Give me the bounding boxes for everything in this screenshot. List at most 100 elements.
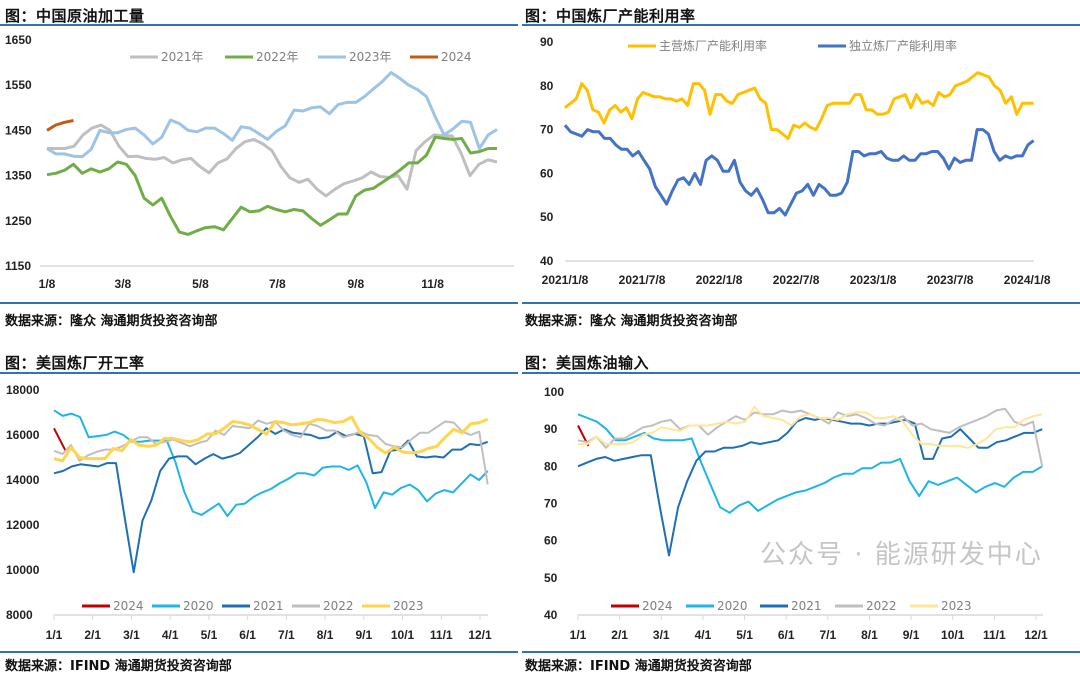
x-tick-label: 5/8 — [192, 277, 209, 291]
legend-label: 2020 — [717, 599, 748, 613]
x-tick-label: 9/1 — [355, 628, 372, 642]
x-tick-label: 8/1 — [861, 628, 878, 642]
watermark: 公众号 · 能源研发中心 — [760, 540, 1043, 570]
legend-label: 2023 — [941, 599, 972, 613]
y-tick-label: 100 — [544, 385, 564, 399]
chart-3: 8000 10000 12000 14000 16000 18000 1/1 2/1 3/1 4/… — [6, 383, 492, 642]
x-tick-label: 5/1 — [736, 628, 753, 642]
y-tick-label: 1350 — [5, 169, 32, 183]
legend-label: 2024 — [642, 599, 673, 613]
chart-4: 40 50 60 70 80 90 100 1/1 2/1 3/1 4/1 5/1 6/1 7/1 8/1 9… — [544, 385, 1048, 642]
y-tick-label: 1450 — [5, 123, 32, 137]
legend-label: 2023年 — [349, 50, 392, 64]
x-tick-label: 10/1 — [941, 628, 965, 642]
series-line-主营炼厂产能利用率 — [564, 71, 1034, 140]
footer-divider — [0, 651, 518, 653]
source-note: 数据来源：隆众 海通期货投资咨询部 — [5, 314, 218, 329]
panel-title-us-refinery-runs: 图：美国炼厂开工率 — [5, 354, 145, 372]
x-tick-label: 11/1 — [983, 628, 1006, 642]
x-tick-label: 7/1 — [278, 628, 295, 642]
series-line-2020 — [53, 409, 489, 517]
x-tick-label: 3/1 — [653, 628, 670, 642]
source-note: 数据来源：隆众 海通期货投资咨询部 — [525, 314, 738, 329]
x-tick-label: 6/1 — [239, 628, 256, 642]
y-tick-label: 80 — [544, 459, 558, 473]
y-tick-label: 1250 — [5, 214, 32, 228]
footer-divider — [522, 302, 1080, 304]
series-line-2022 — [577, 407, 1044, 467]
x-tick-label: 3/1 — [123, 628, 140, 642]
source-note: 数据来源：IFIND 海通期货投资咨询部 — [525, 659, 752, 674]
footer-divider — [0, 302, 518, 304]
y-tick-label: 80 — [540, 79, 554, 93]
series-line-2021 — [577, 417, 1043, 557]
title-divider — [0, 24, 518, 26]
legend-label: 2020 — [183, 599, 214, 613]
x-tick-label: 12/1 — [468, 628, 492, 642]
x-tick-label: 4/1 — [162, 628, 179, 642]
x-tick-label: 6/1 — [778, 628, 795, 642]
footer-divider — [522, 651, 1080, 653]
x-tick-label: 1/8 — [39, 277, 56, 291]
legend-label: 2021 — [253, 599, 284, 613]
panel-title-china-refinery-utilization: 图：中国炼厂产能利用率 — [525, 7, 696, 25]
x-tick-label: 4/1 — [695, 628, 712, 642]
y-tick-label: 18000 — [6, 383, 40, 397]
x-tick-label: 2021/7/8 — [619, 273, 666, 287]
x-tick-label: 2021/1/8 — [542, 273, 589, 287]
panel-title-us-refinery-input: 图：美国炼油输入 — [525, 354, 650, 372]
chart-1: 1150 1250 1350 1450 1550 1650 1/8 3/8 5/8 7/8 9/8 1… — [5, 33, 514, 291]
series-line-独立炼厂产能利用率 — [563, 124, 1035, 217]
chart-2: 40 50 60 70 80 90 2021/1/8 2021/7/8 2022/1/8 2022… — [540, 35, 1051, 287]
x-tick-label: 9/8 — [347, 277, 364, 291]
legend-label: 2023 — [393, 599, 424, 613]
x-tick-label: 2024/1/8 — [1004, 273, 1051, 287]
legend-label: 2024 — [113, 599, 144, 613]
x-tick-label: 7/1 — [819, 628, 836, 642]
y-tick-label: 8000 — [6, 608, 33, 622]
y-tick-label: 60 — [540, 166, 554, 180]
x-tick-label: 3/8 — [115, 277, 132, 291]
y-tick-label: 1650 — [5, 33, 32, 47]
series-line-2023 — [53, 415, 489, 463]
x-tick-label: 8/1 — [317, 628, 334, 642]
x-tick-label: 2/1 — [84, 628, 101, 642]
x-tick-label: 5/1 — [201, 628, 218, 642]
source-note: 数据来源：IFIND 海通期货投资咨询部 — [5, 659, 232, 674]
legend-label: 2022 — [866, 599, 897, 613]
legend-label: 主营炼厂产能利用率 — [659, 38, 767, 53]
y-tick-label: 14000 — [6, 473, 40, 487]
legend-label: 2021年 — [161, 50, 204, 64]
title-divider — [522, 24, 1080, 26]
y-tick-label: 40 — [540, 254, 554, 268]
y-tick-label: 60 — [544, 534, 558, 548]
series-line-2020 — [577, 413, 1043, 514]
legend-label: 独立炼厂产能利用率 — [849, 38, 957, 53]
y-tick-label: 12000 — [6, 518, 40, 532]
title-divider — [0, 372, 518, 374]
x-tick-label: 1/1 — [570, 628, 587, 642]
x-tick-label: 2022/1/8 — [696, 273, 743, 287]
x-tick-label: 2023/7/8 — [927, 273, 974, 287]
series-line-2021年 — [47, 123, 498, 198]
y-tick-label: 1550 — [5, 78, 32, 92]
legend-label: 2021 — [791, 599, 822, 613]
x-tick-label: 7/8 — [269, 277, 286, 291]
title-divider — [522, 372, 1080, 374]
series-line-2023 — [578, 405, 1043, 449]
legend-label: 2022年 — [256, 50, 299, 64]
x-tick-label: 2022/7/8 — [773, 273, 820, 287]
y-tick-label: 70 — [540, 123, 554, 137]
x-tick-label: 1/1 — [46, 628, 63, 642]
y-tick-label: 16000 — [6, 428, 40, 442]
y-tick-label: 1150 — [5, 259, 31, 273]
y-tick-label: 90 — [544, 422, 558, 436]
series-line-2022年 — [46, 135, 497, 236]
y-tick-label: 40 — [544, 608, 558, 622]
x-tick-label: 9/1 — [903, 628, 920, 642]
legend-label: 2024 — [441, 50, 472, 64]
series-line-2023年 — [46, 71, 498, 159]
x-tick-label: 11/8 — [421, 277, 444, 291]
y-tick-label: 10000 — [6, 563, 40, 577]
